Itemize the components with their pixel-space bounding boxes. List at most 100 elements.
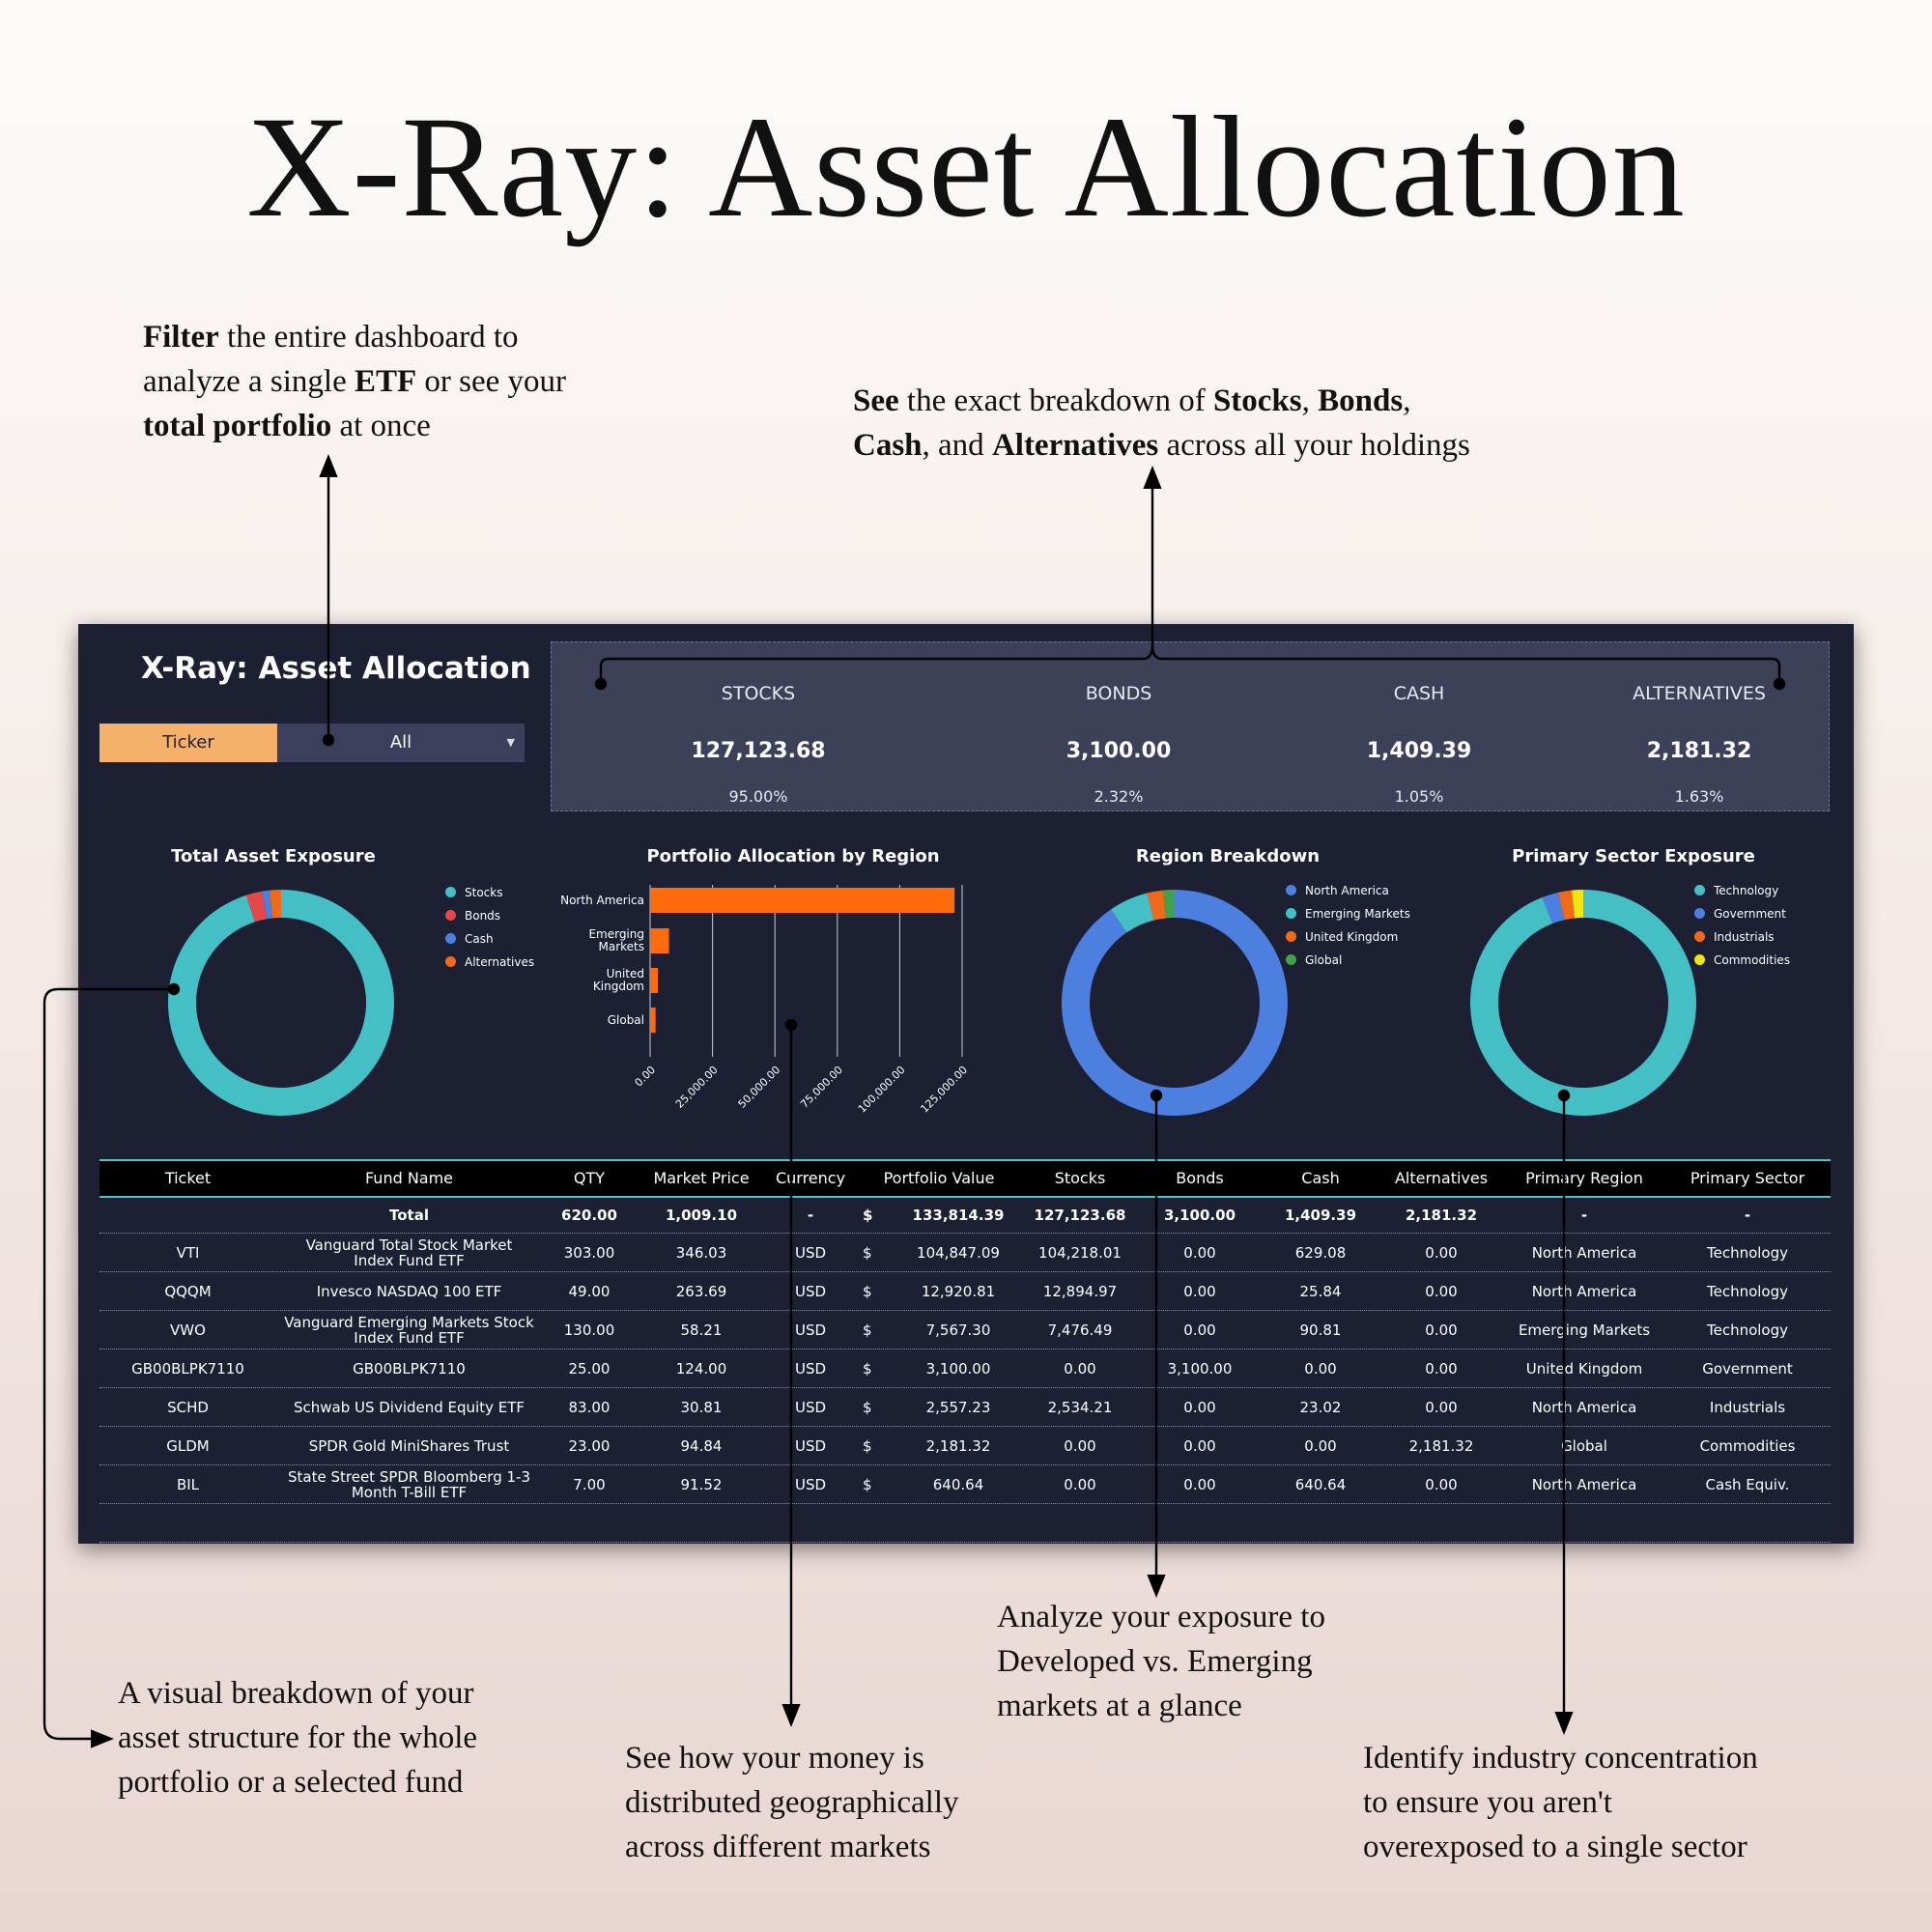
legend-swatch	[1694, 931, 1705, 942]
ticker-filter-value: All	[389, 732, 412, 753]
kpi-alternatives: ALTERNATIVES 2,181.32 1.63%	[1554, 642, 1844, 812]
bar-north-america	[650, 888, 955, 913]
kpi-percent: 95.00%	[728, 787, 788, 806]
callout-line: to ensure you aren't	[1363, 1785, 1612, 1820]
cell-currency: USD	[794, 1243, 827, 1262]
bar-united-kingdom	[650, 968, 659, 993]
cell-cash: 640.64	[1294, 1475, 1347, 1493]
total-asset-exposure-chart: Total Asset Exposure Stocks Bonds Cash Alter…	[99, 846, 534, 1136]
cell-name: Vanguard Total Stock Market Index Fund E…	[305, 1236, 513, 1269]
cell-sector: Technology	[1706, 1282, 1789, 1300]
cell-name: GB00BLPK7110	[353, 1359, 466, 1378]
cell-alts: 0.00	[1425, 1359, 1458, 1378]
page-title: X-Ray: Asset Allocation	[246, 87, 1686, 247]
kpi-label: ALTERNATIVES	[1633, 683, 1766, 704]
cell-name: Schwab US Dividend Equity ETF	[293, 1398, 526, 1416]
kpi-label: STOCKS	[721, 683, 796, 704]
cell-bonds: 0.00	[1183, 1398, 1216, 1416]
callout-text: total portfolio	[143, 409, 332, 443]
bar-global	[650, 1008, 656, 1033]
cell-cash: 0.00	[1304, 1436, 1337, 1455]
cell-cash: 23.02	[1299, 1398, 1342, 1416]
column-header: Primary Region	[1525, 1169, 1643, 1187]
cell-ticker: VWO	[170, 1321, 206, 1339]
table-row: BIL State Street SPDR Bloomberg 1-3 Month…	[99, 1465, 1831, 1504]
cell-qty: 620.00	[561, 1207, 617, 1224]
ticker-filter-select[interactable]: All ▼	[277, 724, 525, 762]
callout-text: ETF	[354, 364, 417, 399]
x-tick-label: 25,000.00	[673, 1064, 721, 1111]
cell-currency: -	[807, 1207, 814, 1224]
callout-industry: Identify industry concentration to ensure…	[1363, 1736, 1758, 1869]
region-allocation-bar-chart: Portfolio Allocation by Region 0.00 25,000…	[532, 846, 1054, 1136]
cell-price: 124.00	[675, 1359, 727, 1378]
pie-slice-emerging-markets	[1111, 893, 1154, 933]
cell-dollar: $	[863, 1475, 872, 1493]
legend-swatch	[1694, 954, 1705, 965]
cell-sector: Government	[1702, 1359, 1793, 1378]
legend-item: Government	[1694, 902, 1790, 925]
table-row: VTI Vanguard Total Stock Market Index Fun…	[99, 1234, 1831, 1272]
cell-bonds: 0.00	[1183, 1282, 1216, 1300]
ticker-filter-label: Ticker	[99, 724, 277, 762]
legend-item: North America	[1286, 879, 1410, 902]
cell-value: 12,920.81	[921, 1282, 996, 1300]
chevron-down-icon[interactable]: ▼	[506, 736, 515, 749]
ticker-filter[interactable]: Ticker All ▼	[99, 724, 525, 762]
pie-slice-united-kingdom	[1147, 890, 1167, 921]
cell-alts: 0.00	[1425, 1243, 1458, 1262]
callout-text: Alternatives	[991, 428, 1159, 463]
y-category-label: Emerging Markets	[588, 927, 644, 953]
cell-stocks: 127,123.68	[1034, 1207, 1126, 1224]
legend-item: Stocks	[445, 881, 534, 904]
pie-slice-alternatives	[270, 890, 281, 919]
legend-label: Alternatives	[465, 955, 535, 969]
column-header: Cash	[1301, 1169, 1340, 1187]
cell-stocks: 0.00	[1064, 1475, 1096, 1493]
bar-emerging-markets	[650, 928, 669, 953]
legend-swatch	[445, 887, 456, 897]
cell-dollar: $	[863, 1282, 872, 1300]
cell-value: 7,567.30	[925, 1321, 991, 1339]
legend-swatch	[1694, 908, 1705, 919]
cell-stocks: 0.00	[1064, 1359, 1096, 1378]
pie-slice-stocks	[168, 890, 395, 1116]
cell-region: North America	[1531, 1398, 1637, 1416]
cell-ticker: SCHD	[167, 1398, 209, 1416]
cell-qty: 83.00	[568, 1398, 611, 1416]
kpi-value: 1,409.39	[1366, 739, 1472, 763]
cell-ticker: BIL	[176, 1475, 200, 1493]
cell-dollar: $	[863, 1207, 873, 1224]
cell-cash: 1,409.39	[1284, 1207, 1357, 1224]
table-row: GB00BLPK7110 GB00BLPK7110 25.00 124.00 USD $3…	[99, 1350, 1831, 1388]
cell-alts: 2,181.32	[1405, 1207, 1478, 1224]
cell-bonds: 3,100.00	[1163, 1207, 1236, 1224]
cell-value: 104,847.09	[917, 1243, 1000, 1262]
pie-slice-technology	[1470, 890, 1696, 1116]
legend-swatch	[445, 910, 456, 921]
cell-currency: USD	[794, 1359, 827, 1378]
legend-label: Technology	[1714, 884, 1779, 897]
callout-line: asset structure for the whole	[118, 1720, 478, 1755]
legend-label: North America	[1305, 884, 1389, 897]
legend-item: Cash	[445, 927, 534, 951]
cell-dollar: $	[863, 1398, 872, 1416]
pie-slice-bonds	[245, 891, 268, 923]
legend-item: Commodities	[1694, 949, 1790, 972]
callout-line: across different markets	[625, 1830, 931, 1864]
column-header: Bonds	[1176, 1169, 1224, 1187]
column-header: Alternatives	[1394, 1169, 1489, 1187]
callout-line: portfolio or a selected fund	[118, 1765, 464, 1800]
cell-currency: USD	[794, 1475, 827, 1493]
filter-line: Filter the entire dashboard to	[143, 315, 566, 359]
pie-slice-cash	[262, 890, 273, 920]
legend-label: Emerging Markets	[1305, 907, 1410, 921]
callout-text: Cash	[853, 428, 923, 463]
cell-sector: -	[1744, 1207, 1751, 1224]
legend-swatch	[1694, 885, 1705, 895]
cell-qty: 49.00	[568, 1282, 611, 1300]
holdings-table: Ticket Fund Name QTY Market Price Currency Po…	[99, 1159, 1831, 1543]
cell-bonds: 0.00	[1183, 1243, 1216, 1262]
legend-swatch	[1286, 954, 1296, 965]
callout-text: Stocks	[1212, 384, 1302, 418]
